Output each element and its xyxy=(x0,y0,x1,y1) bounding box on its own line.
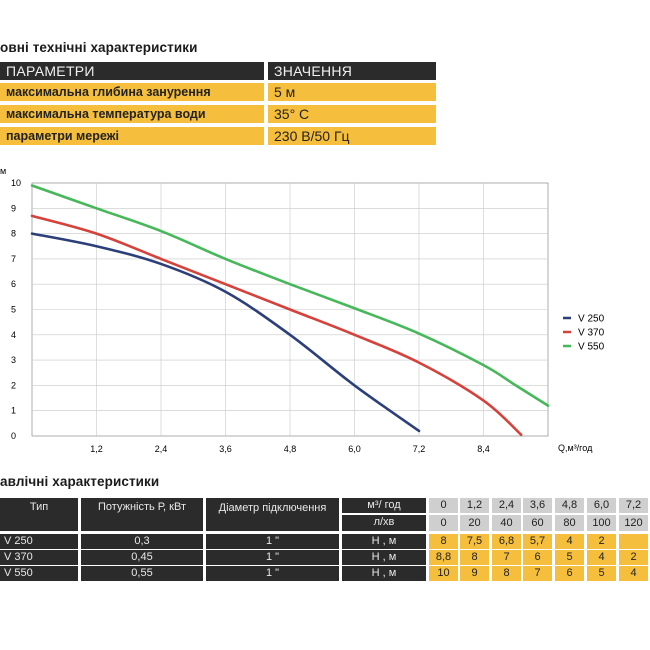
flow-lpm-cell: 0 xyxy=(429,515,458,531)
row-head-value-cell: 7 xyxy=(492,550,521,565)
params-header-value: ЗНАЧЕННЯ xyxy=(268,62,436,80)
flow-m3h-cell: 1,2 xyxy=(460,498,489,513)
legend-entry: V 250 xyxy=(578,314,605,325)
flow-lpm-cell: 120 xyxy=(619,515,648,531)
x-axis-label: Q,м³/год xyxy=(558,443,593,453)
y-axis-label: м xyxy=(0,166,6,176)
x-tick-label: 7,2 xyxy=(413,444,426,454)
row-unit-cell: Н , м xyxy=(342,534,426,549)
row-head-value-cell: 6 xyxy=(555,566,584,581)
y-tick-label: 3 xyxy=(11,355,16,365)
header-unit-lpm: л/хв xyxy=(342,515,426,531)
y-tick-label: 2 xyxy=(11,380,16,390)
y-tick-label: 0 xyxy=(11,431,16,441)
params-header-param: ПАРАМЕТРИ xyxy=(0,62,264,80)
row-type-cell: V 250 xyxy=(0,534,78,549)
flow-m3h-cell: 0 xyxy=(429,498,458,513)
row-head-value-cell: 9 xyxy=(460,566,489,581)
params-row: максимальна глибина занурення 5 м xyxy=(0,83,436,101)
section-title-main-specs: овні технічні характеристики xyxy=(0,40,198,55)
row-power-cell: 0,3 xyxy=(81,534,203,549)
row-head-value-cell: 10 xyxy=(429,566,458,581)
flow-lpm-cell: 60 xyxy=(523,515,552,531)
params-row: параметри мережі 230 В/50 Гц xyxy=(0,127,436,145)
row-head-value-cell: 4 xyxy=(555,534,584,549)
flow-m3h-cell: 2,4 xyxy=(492,498,521,513)
row-head-value-cell: 8,8 xyxy=(429,550,458,565)
row-type-cell: V 550 xyxy=(0,566,78,581)
param-name: параметри мережі xyxy=(0,127,264,145)
y-tick-label: 8 xyxy=(11,229,16,239)
flow-m3h-cell: 4,8 xyxy=(555,498,584,513)
flow-lpm-cell: 100 xyxy=(587,515,616,531)
row-head-value-cell: 7,5 xyxy=(460,534,489,549)
header-unit-flow: м³/ год xyxy=(342,498,426,513)
chart-series xyxy=(30,184,550,437)
flow-m3h-cell: 6,0 xyxy=(587,498,616,513)
row-head-value-cell: 2 xyxy=(587,534,616,549)
row-head-value-cell: 8 xyxy=(492,566,521,581)
y-tick-label: 6 xyxy=(11,279,16,289)
x-tick-label: 1,2 xyxy=(90,444,103,454)
row-diameter-cell: 1 " xyxy=(206,550,339,565)
param-name: максимальна глибина занурення xyxy=(0,83,264,101)
y-tick-label: 1 xyxy=(11,406,16,416)
series-line-v250 xyxy=(30,232,421,433)
hydraulic-table: Тип Потужність Р, кВт Діаметр підключенн… xyxy=(0,498,650,588)
row-unit-cell: Н , м xyxy=(342,550,426,565)
header-type: Тип xyxy=(0,498,78,531)
header-diameter: Діаметр підключення xyxy=(206,498,339,531)
row-head-value-cell: 8 xyxy=(429,534,458,549)
pump-performance-chart: 0 1 2 3 4 5 6 7 8 9 10 1,2 2,4 3,6 4,8 6,0 7,2 8,4 м Q,м³… xyxy=(0,166,605,454)
row-head-value-cell: 6 xyxy=(523,550,552,565)
flow-lpm-cell: 20 xyxy=(460,515,489,531)
y-tick-label: 4 xyxy=(11,330,16,340)
param-value: 230 В/50 Гц xyxy=(268,127,436,145)
row-unit-cell: Н , м xyxy=(342,566,426,581)
legend-entry: V 370 xyxy=(578,328,605,339)
x-tick-label: 3,6 xyxy=(219,444,232,454)
chart-ticks: 0 1 2 3 4 5 6 7 8 9 10 1,2 2,4 3,6 4,8 6,0 7,2 8,4 xyxy=(11,178,490,454)
flow-m3h-cell: 7,2 xyxy=(619,498,648,513)
legend-entry: V 550 xyxy=(578,342,605,353)
x-tick-label: 4,8 xyxy=(284,444,297,454)
y-tick-label: 9 xyxy=(11,203,16,213)
x-tick-label: 8,4 xyxy=(477,444,490,454)
x-tick-label: 6,0 xyxy=(348,444,361,454)
row-head-value-cell: 7 xyxy=(523,566,552,581)
params-table-header: ПАРАМЕТРИ ЗНАЧЕННЯ xyxy=(0,62,436,80)
flow-m3h-cell: 3,6 xyxy=(523,498,552,513)
flow-lpm-cell: 40 xyxy=(492,515,521,531)
row-head-value-cell: 4 xyxy=(587,550,616,565)
param-name: максимальна температура води xyxy=(0,105,264,123)
series-line-v370 xyxy=(30,214,523,437)
param-value: 5 м xyxy=(268,83,436,101)
row-head-value-cell: 5 xyxy=(587,566,616,581)
row-diameter-cell: 1 " xyxy=(206,534,339,549)
row-power-cell: 0,45 xyxy=(81,550,203,565)
header-power: Потужність Р, кВт xyxy=(81,498,203,531)
param-value: 35° С xyxy=(268,105,436,123)
params-row: максимальна температура води 35° С xyxy=(0,105,436,123)
x-tick-label: 2,4 xyxy=(155,444,168,454)
row-head-value-cell: 4 xyxy=(619,566,648,581)
chart-legend: V 250 V 370 V 550 xyxy=(563,314,605,353)
row-head-value-cell: 2 xyxy=(619,550,648,565)
row-type-cell: V 370 xyxy=(0,550,78,565)
row-head-value-cell: 5 xyxy=(555,550,584,565)
y-tick-label: 7 xyxy=(11,254,16,264)
series-line-v550 xyxy=(30,184,550,407)
row-power-cell: 0,55 xyxy=(81,566,203,581)
section-title-hydraulic: авлічні характеристики xyxy=(0,474,160,489)
row-head-value-cell xyxy=(619,534,648,549)
row-diameter-cell: 1 " xyxy=(206,566,339,581)
row-head-value-cell: 5,7 xyxy=(523,534,552,549)
flow-lpm-cell: 80 xyxy=(555,515,584,531)
y-tick-label: 5 xyxy=(11,305,16,315)
y-tick-label: 10 xyxy=(11,178,21,188)
row-head-value-cell: 6,8 xyxy=(492,534,521,549)
row-head-value-cell: 8 xyxy=(460,550,489,565)
